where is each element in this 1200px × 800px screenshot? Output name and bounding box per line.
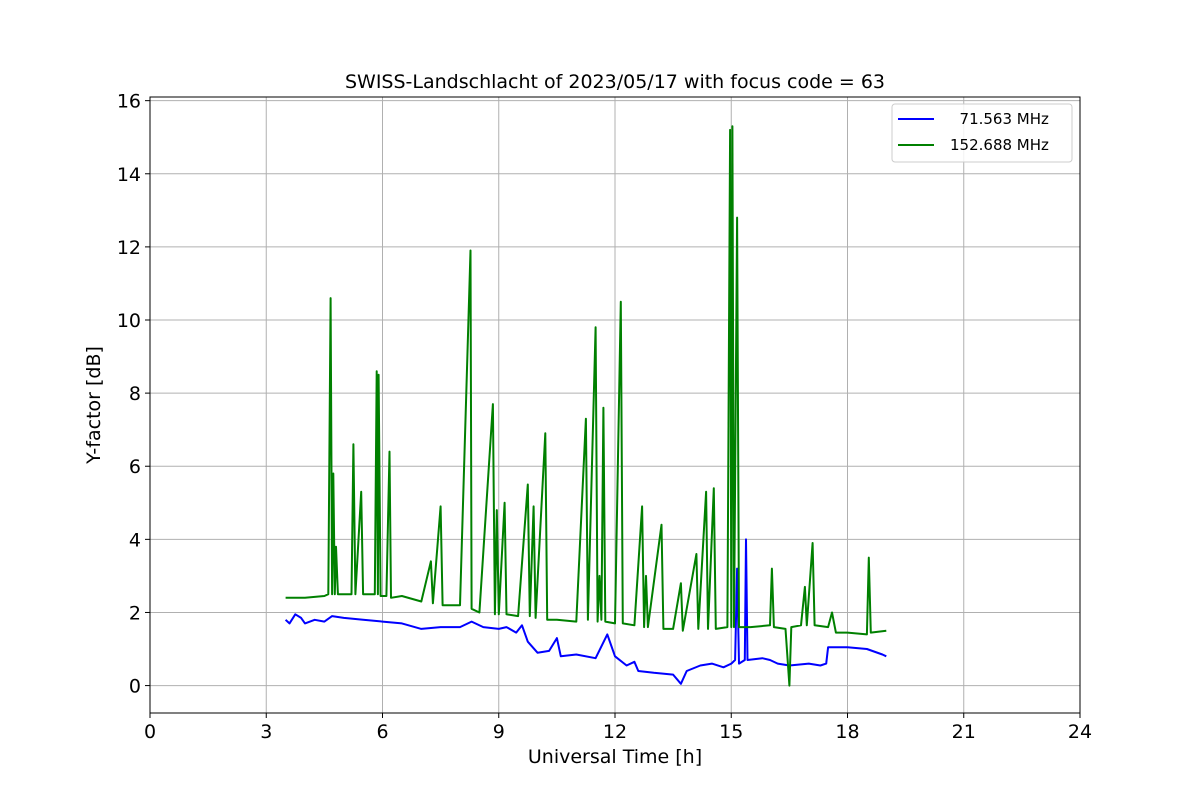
x-tick-label: 6 bbox=[376, 721, 388, 743]
x-tick-label: 12 bbox=[603, 721, 627, 743]
x-tick-label: 18 bbox=[835, 721, 859, 743]
y-tick-label: 6 bbox=[129, 456, 141, 478]
x-tick-label: 21 bbox=[952, 721, 976, 743]
y-tick-label: 12 bbox=[117, 237, 141, 259]
legend-label: 71.563 MHz bbox=[950, 110, 1049, 128]
x-tick-label: 24 bbox=[1068, 721, 1092, 743]
y-tick-label: 4 bbox=[129, 529, 141, 551]
y-tick-label: 2 bbox=[129, 602, 141, 624]
y-tick-label: 16 bbox=[117, 91, 141, 113]
x-tick-label: 15 bbox=[719, 721, 743, 743]
x-axis-label: Universal Time [h] bbox=[528, 746, 702, 768]
legend-label: 152.688 MHz bbox=[950, 136, 1049, 154]
x-tick-label: 9 bbox=[493, 721, 505, 743]
y-tick-label: 14 bbox=[117, 164, 141, 186]
series-line-1 bbox=[285, 125, 887, 687]
series-layer bbox=[284, 125, 887, 687]
y-axis-label: Y-factor [dB] bbox=[83, 346, 105, 465]
x-tick-label: 0 bbox=[144, 721, 156, 743]
x-tick-label: 3 bbox=[260, 721, 272, 743]
y-tick-label: 10 bbox=[117, 310, 141, 332]
legend: 71.563 MHz 152.688 MHz bbox=[891, 103, 1073, 163]
y-tick-label: 0 bbox=[129, 676, 141, 698]
series-line-0 bbox=[284, 538, 887, 685]
chart-title: SWISS-Landschlacht of 2023/05/17 with fo… bbox=[345, 71, 885, 93]
legend-box bbox=[891, 103, 1073, 163]
y-tick-label: 8 bbox=[129, 383, 141, 405]
